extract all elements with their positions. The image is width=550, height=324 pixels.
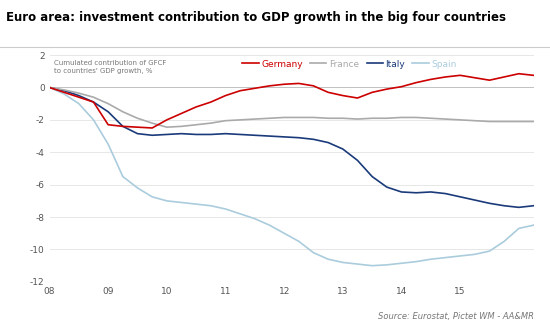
Text: Cumulated contribution of GFCF
to countries' GDP growth, %: Cumulated contribution of GFCF to countr… bbox=[54, 60, 167, 74]
Text: Source: Eurostat, Pictet WM - AA&MR: Source: Eurostat, Pictet WM - AA&MR bbox=[377, 312, 534, 321]
Text: Euro area: investment contribution to GDP growth in the big four countries: Euro area: investment contribution to GD… bbox=[6, 11, 505, 24]
Legend: Germany, France, Italy, Spain: Germany, France, Italy, Spain bbox=[243, 60, 456, 69]
